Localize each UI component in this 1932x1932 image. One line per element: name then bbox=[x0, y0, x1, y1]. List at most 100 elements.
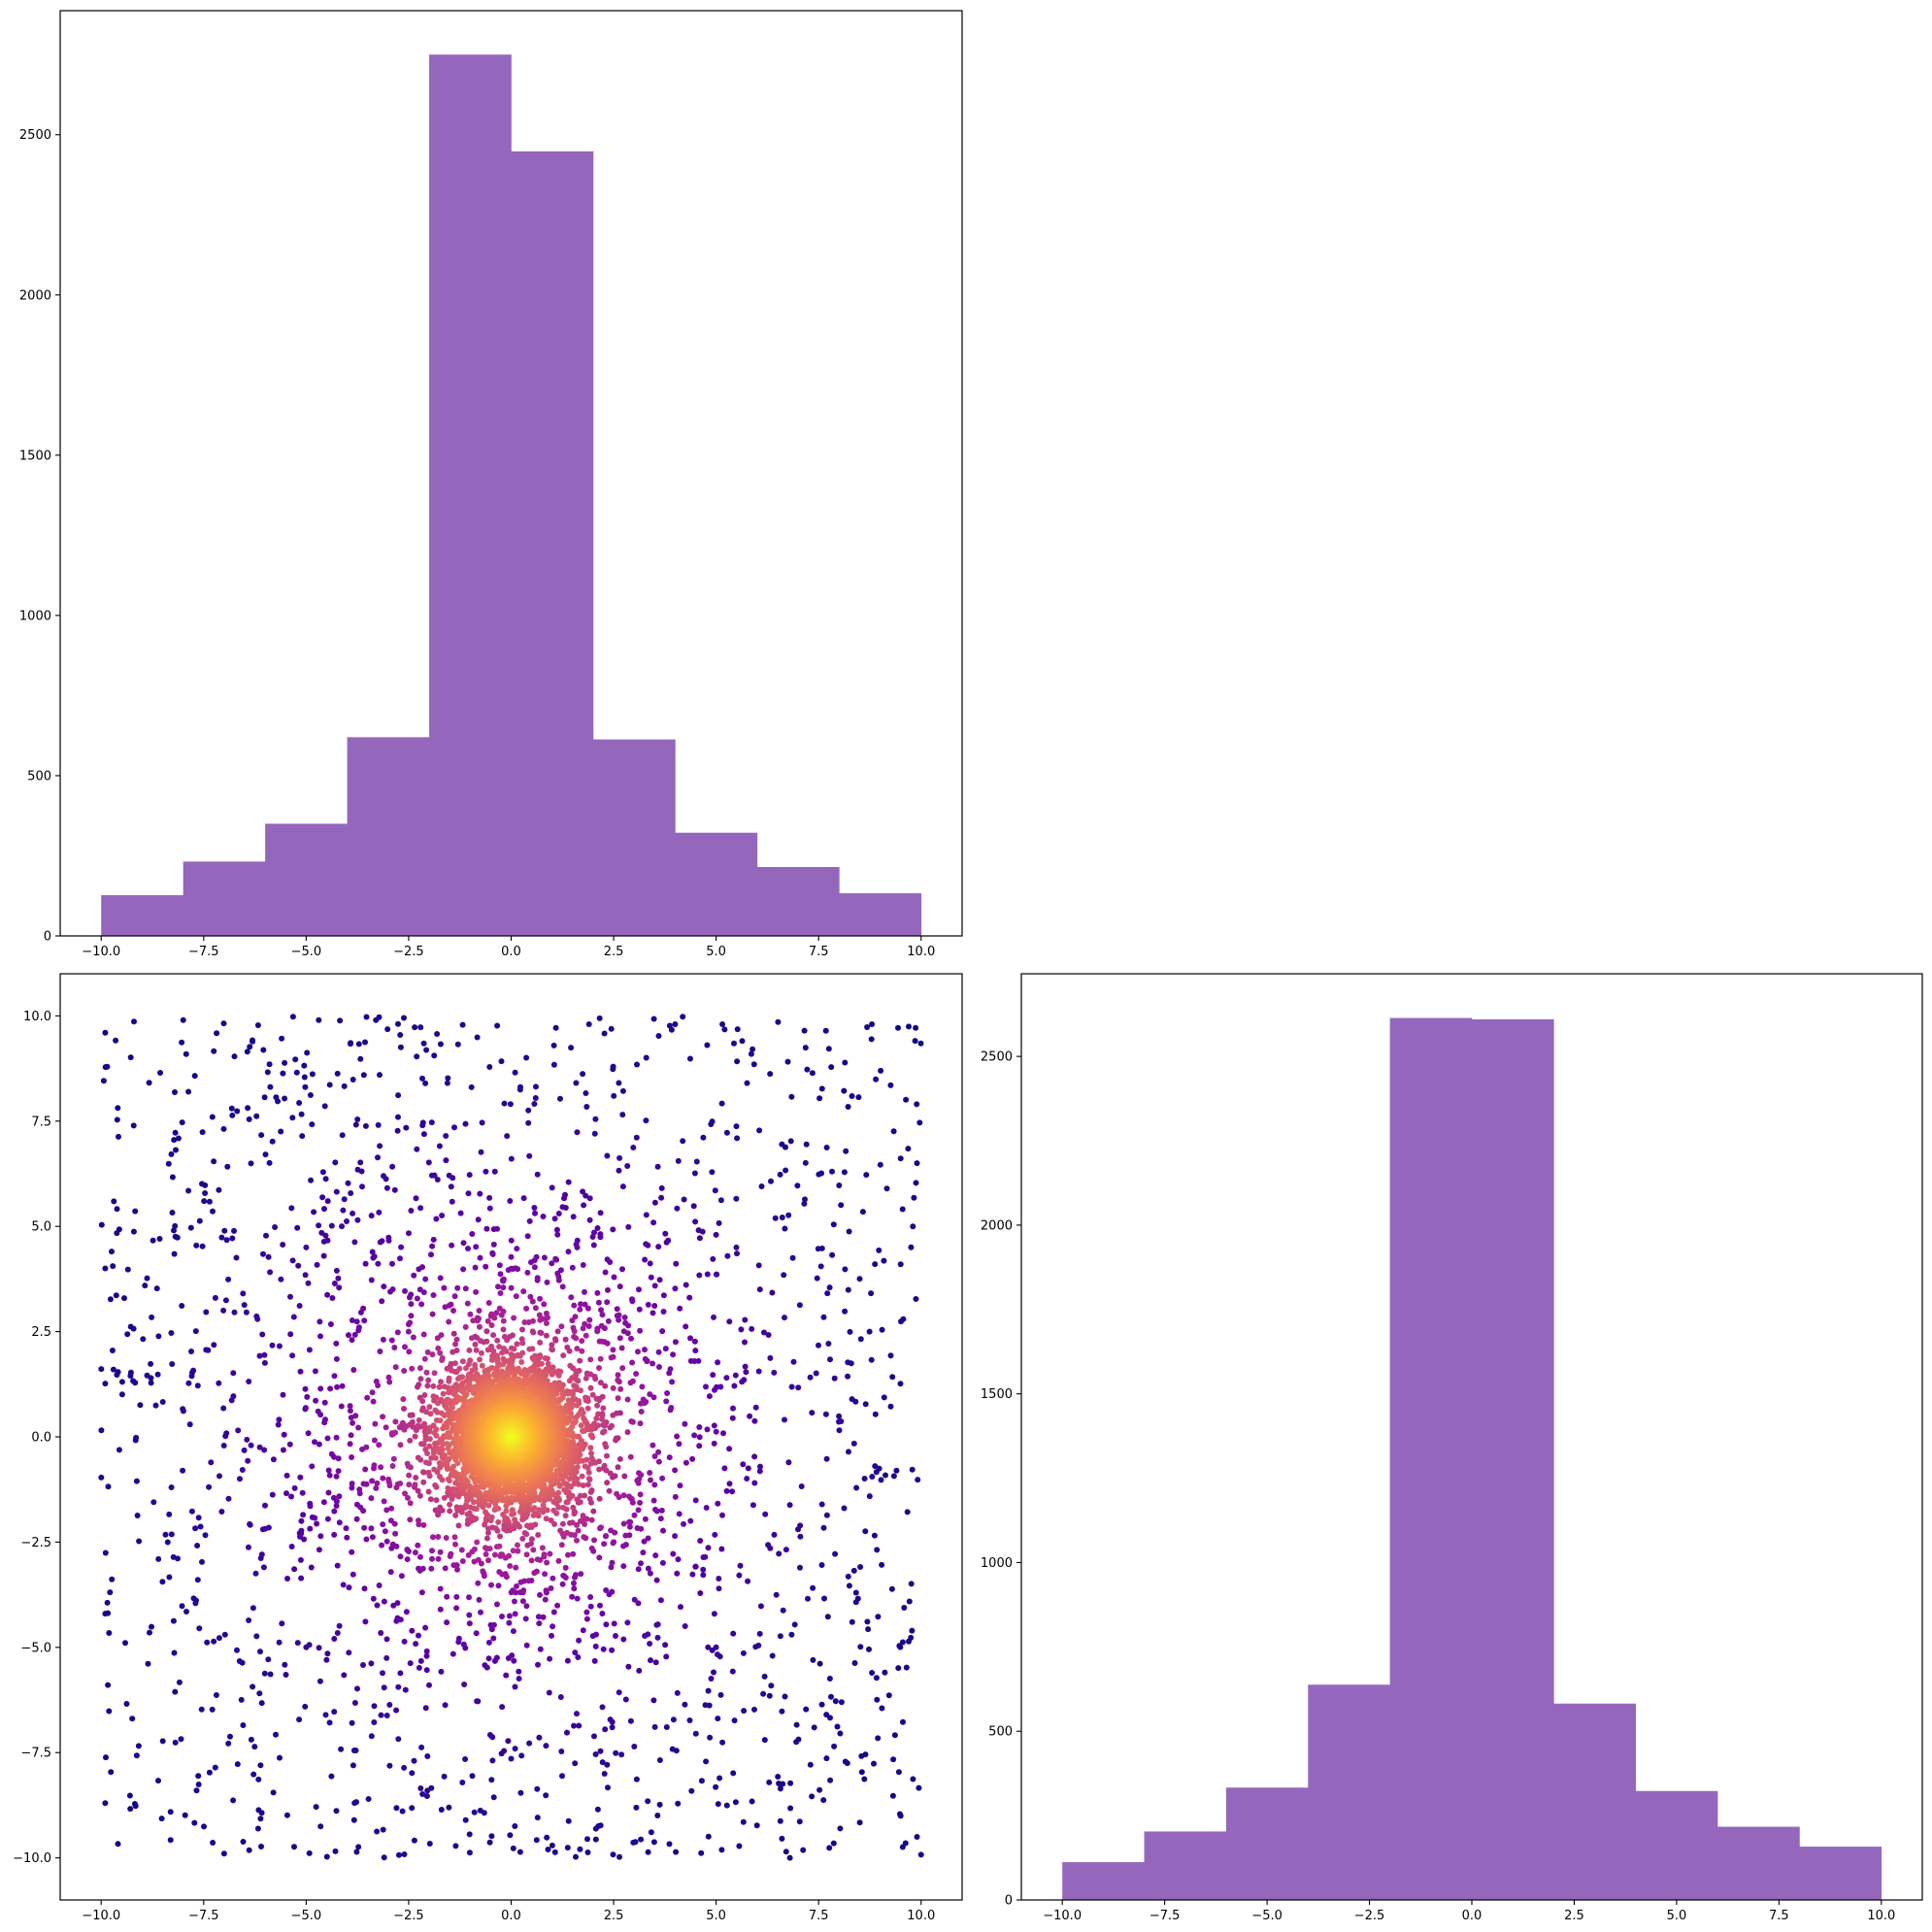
scatter-point bbox=[789, 1254, 796, 1261]
scatter-point bbox=[191, 1819, 198, 1826]
scatter-point bbox=[592, 1643, 599, 1649]
scatter-point bbox=[380, 1670, 385, 1677]
scatter-point bbox=[483, 1551, 489, 1557]
scatter-point bbox=[861, 1776, 868, 1782]
scatter-point bbox=[417, 1024, 424, 1031]
scatter-point bbox=[511, 1525, 517, 1532]
scatter-point bbox=[298, 1111, 305, 1117]
scatter-point bbox=[416, 1565, 421, 1572]
scatter-point bbox=[476, 1308, 483, 1314]
scatter-point bbox=[515, 1548, 521, 1554]
scatter-point bbox=[524, 1522, 530, 1529]
scatter-point bbox=[401, 1015, 407, 1021]
scatter-point bbox=[102, 1029, 109, 1036]
scatter-point bbox=[639, 1383, 646, 1390]
scatter-point bbox=[510, 1548, 516, 1554]
scatter-point bbox=[619, 1266, 625, 1273]
scatter-point bbox=[836, 1418, 842, 1425]
scatter-point bbox=[355, 1041, 362, 1048]
scatter-point bbox=[779, 1141, 785, 1148]
scatter-point bbox=[488, 1356, 495, 1363]
scatter-point bbox=[571, 1328, 578, 1335]
scatter-point bbox=[818, 1562, 825, 1568]
scatter-point bbox=[583, 1192, 589, 1199]
scatter-point bbox=[121, 1295, 127, 1302]
scatter-point bbox=[537, 1339, 544, 1346]
scatter-point bbox=[509, 1652, 516, 1659]
scatter-point bbox=[825, 1046, 832, 1052]
scatter-point bbox=[818, 1501, 825, 1508]
scatter-point bbox=[580, 1188, 586, 1195]
scatter-point bbox=[362, 1618, 369, 1625]
scatter-point bbox=[771, 1531, 778, 1538]
scatter-point bbox=[415, 1487, 421, 1494]
scatter-point bbox=[441, 1494, 448, 1501]
scatter-point bbox=[245, 1457, 251, 1464]
scatter-point bbox=[636, 1306, 643, 1313]
scatter-point bbox=[528, 1541, 534, 1547]
scatter-point bbox=[273, 1731, 279, 1738]
scatter-point bbox=[613, 1437, 619, 1444]
scatter-point bbox=[333, 1267, 340, 1274]
scatter-point bbox=[585, 1476, 592, 1482]
scatter-point bbox=[129, 1715, 136, 1722]
scatter-point bbox=[565, 1817, 572, 1824]
scatter-point bbox=[802, 1159, 809, 1166]
scatter-point bbox=[468, 1083, 475, 1090]
scatter-point bbox=[368, 1277, 375, 1283]
scatter-point bbox=[520, 1195, 527, 1202]
scatter-point bbox=[616, 1335, 623, 1342]
scatter-point bbox=[417, 1553, 423, 1560]
scatter-point bbox=[651, 1453, 658, 1459]
scatter-point bbox=[550, 1609, 557, 1616]
scatter-point bbox=[904, 1509, 911, 1516]
scatter-point bbox=[576, 1481, 582, 1487]
scatter-point bbox=[212, 1294, 218, 1301]
scatter-point bbox=[700, 1572, 707, 1579]
scatter-point bbox=[574, 1521, 580, 1528]
scatter-point bbox=[915, 1477, 921, 1483]
x-tick-label: −10.0 bbox=[82, 945, 120, 959]
scatter-point bbox=[453, 1348, 460, 1353]
scatter-point bbox=[619, 1112, 626, 1118]
scatter-point bbox=[178, 1736, 184, 1743]
scatter-point bbox=[360, 1508, 367, 1515]
scatter-point bbox=[790, 1358, 797, 1365]
scatter-point bbox=[535, 1614, 542, 1620]
scatter-point bbox=[557, 1527, 564, 1534]
scatter-point bbox=[594, 1328, 601, 1335]
scatter-point bbox=[217, 1473, 222, 1480]
scatter-point bbox=[718, 1100, 725, 1107]
scatter-point bbox=[775, 1018, 782, 1025]
scatter-point bbox=[320, 1252, 327, 1259]
scatter-point bbox=[499, 1349, 506, 1356]
scatter-point bbox=[260, 1564, 267, 1571]
scatter-point bbox=[353, 1318, 360, 1325]
scatter-point bbox=[548, 1517, 554, 1523]
scatter-point bbox=[647, 1641, 653, 1647]
scatter-point bbox=[427, 1411, 434, 1417]
scatter-point bbox=[245, 1105, 251, 1112]
scatter-point bbox=[435, 1555, 442, 1562]
scatter-point bbox=[430, 1292, 437, 1298]
scatter-point bbox=[455, 1635, 462, 1642]
scatter-point bbox=[485, 1655, 492, 1662]
scatter-point bbox=[807, 1374, 814, 1381]
scatter-point bbox=[862, 1528, 869, 1535]
scatter-point bbox=[434, 1335, 441, 1342]
scatter-point bbox=[148, 1375, 154, 1382]
scatter-point bbox=[308, 1564, 315, 1571]
scatter-point bbox=[653, 1621, 660, 1628]
histogram-bar bbox=[675, 832, 758, 936]
scatter-point bbox=[577, 1846, 583, 1852]
scatter-point bbox=[912, 1038, 918, 1045]
scatter-point bbox=[349, 1719, 355, 1726]
scatter-point bbox=[628, 1335, 634, 1342]
scatter-point bbox=[322, 1416, 328, 1423]
scatter-point bbox=[494, 1022, 501, 1029]
scatter-point bbox=[439, 1447, 446, 1452]
scatter-point bbox=[664, 1390, 671, 1396]
scatter-point bbox=[393, 1805, 400, 1812]
scatter-point bbox=[659, 1475, 666, 1482]
scatter-point bbox=[307, 1500, 314, 1507]
